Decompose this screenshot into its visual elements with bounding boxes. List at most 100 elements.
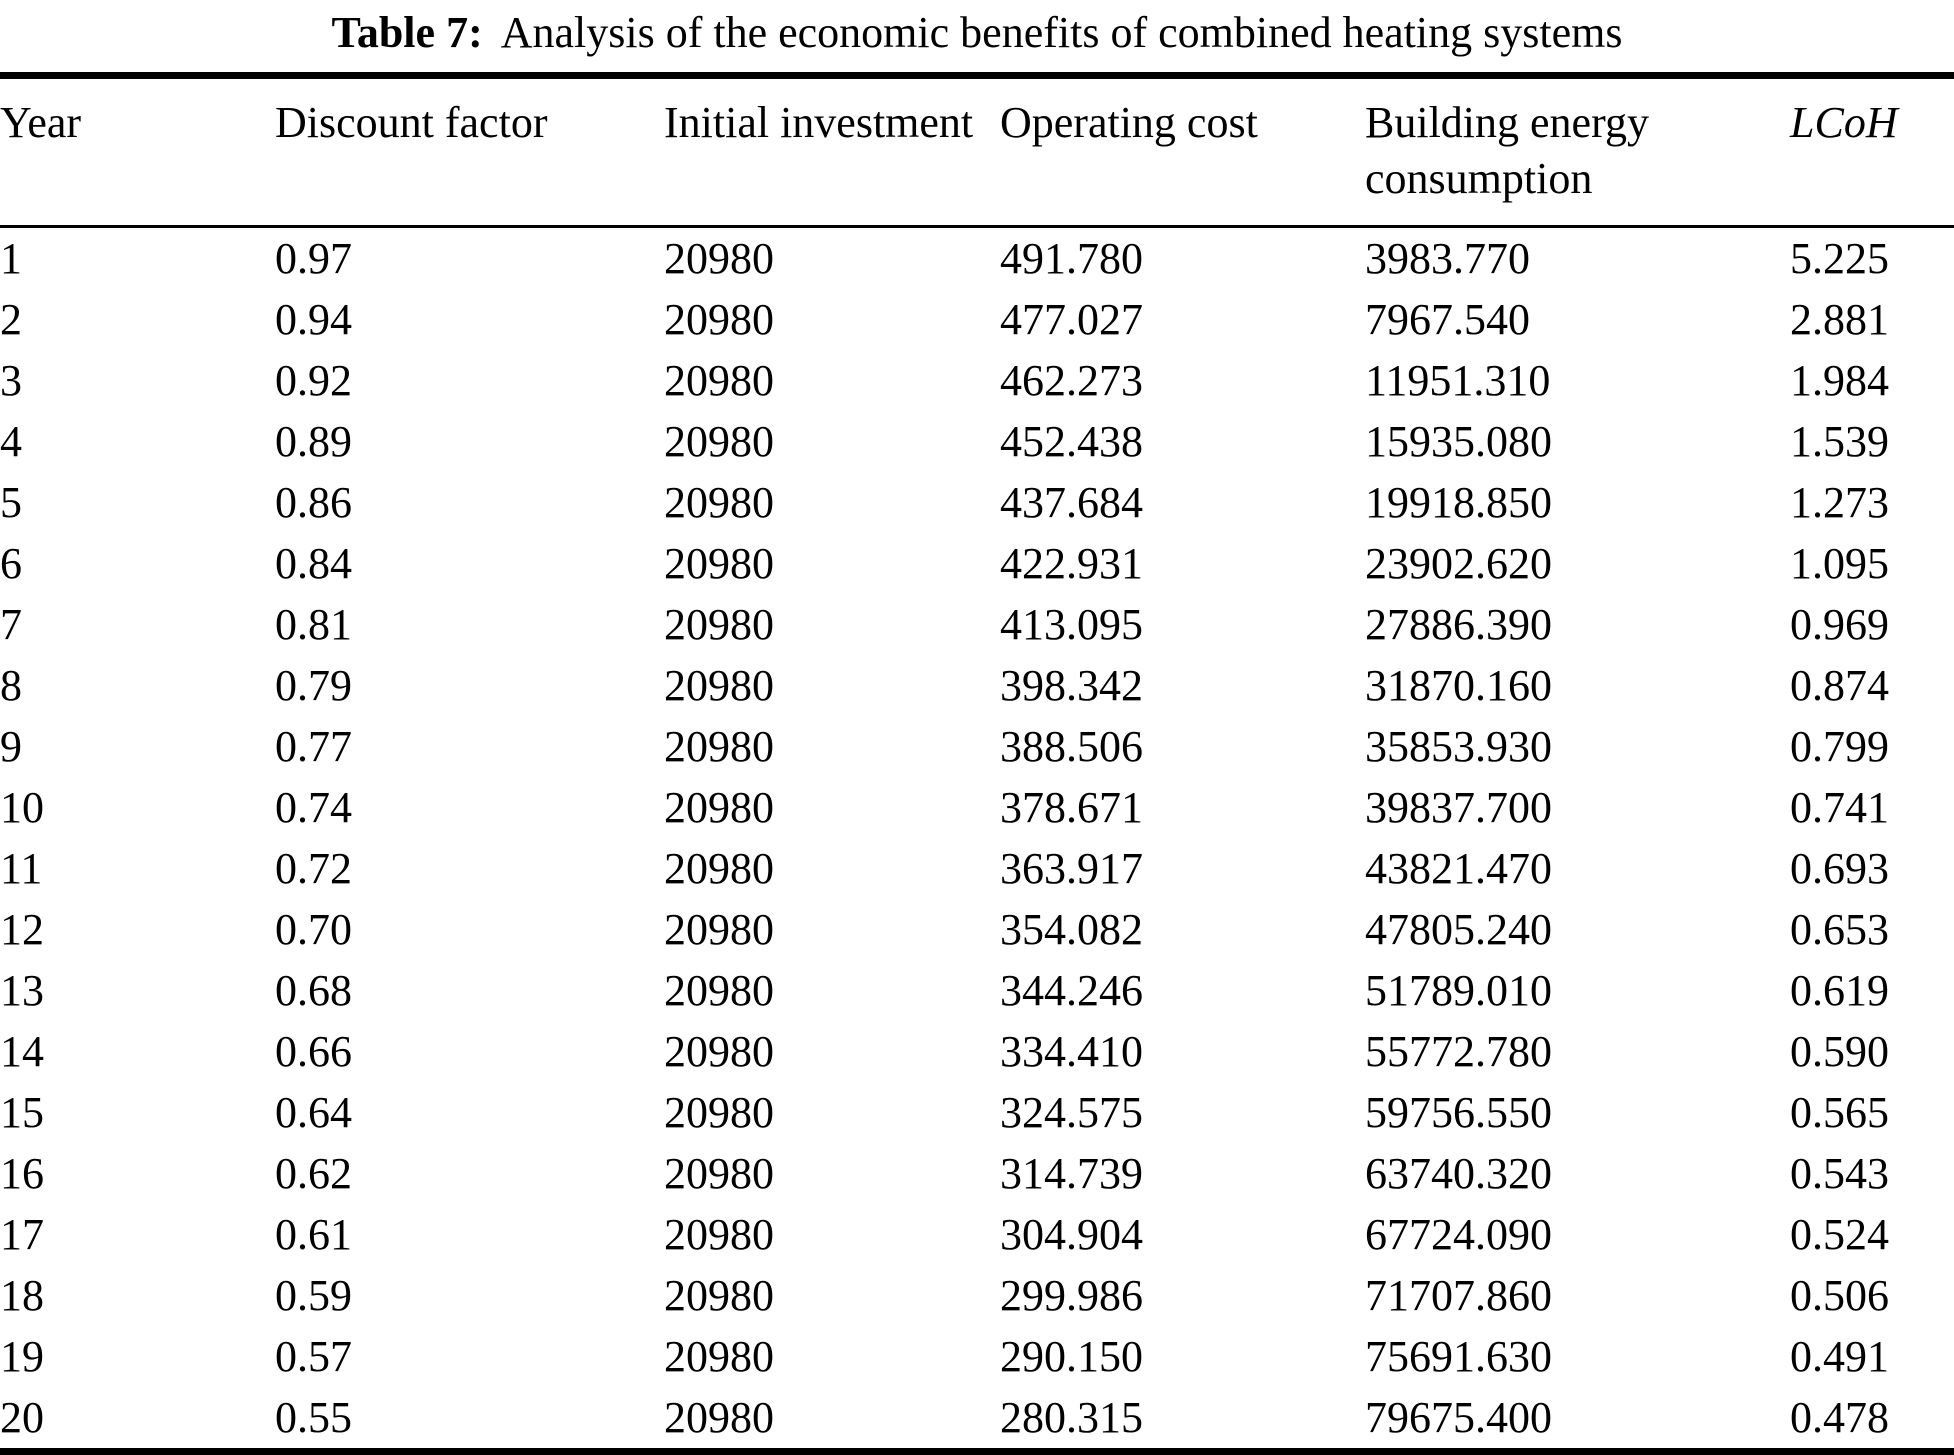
cell-operating-cost: 491.780 [1000,234,1143,283]
cell-building-energy-consumption: 27886.390 [1365,600,1552,649]
cell-initial-investment: 20980 [664,234,774,283]
cell-initial-investment: 20980 [664,1027,774,1076]
cell-initial-investment: 20980 [664,1271,774,1320]
cell-discount-factor: 0.64 [275,1088,352,1137]
cell-lcoh: 0.491 [1790,1332,1889,1381]
cell-discount-factor: 0.68 [275,966,352,1015]
cell-discount-factor: 0.66 [275,1027,352,1076]
cell-building-energy-consumption: 51789.010 [1365,966,1552,1015]
cell-operating-cost: 398.342 [1000,661,1143,710]
cell-initial-investment: 20980 [664,1088,774,1137]
table-row: 10 0.74 20980 378.671 39837.700 0.741 [0,777,1954,838]
table-row: 7 0.81 20980 413.095 27886.390 0.969 [0,594,1954,655]
cell-initial-investment: 20980 [664,1332,774,1381]
cell-initial-investment: 20980 [664,844,774,893]
column-header-year: Year [0,75,275,228]
cell-discount-factor: 0.72 [275,844,352,893]
cell-initial-investment: 20980 [664,295,774,344]
table-header: Year Discount factor Initial investment … [0,75,1954,228]
cell-year: 20 [0,1393,44,1442]
cell-operating-cost: 280.315 [1000,1393,1143,1442]
cell-initial-investment: 20980 [664,966,774,1015]
table-header-row: Year Discount factor Initial investment … [0,75,1954,228]
cell-year: 14 [0,1027,44,1076]
cell-initial-investment: 20980 [664,1149,774,1198]
cell-lcoh: 0.524 [1790,1210,1889,1259]
cell-year: 7 [0,600,22,649]
cell-discount-factor: 0.62 [275,1149,352,1198]
cell-year: 9 [0,722,22,771]
table-row: 4 0.89 20980 452.438 15935.080 1.539 [0,411,1954,472]
table-row: 2 0.94 20980 477.027 7967.540 2.881 [0,289,1954,350]
cell-operating-cost: 413.095 [1000,600,1143,649]
cell-operating-cost: 462.273 [1000,356,1143,405]
cell-discount-factor: 0.77 [275,722,352,771]
cell-building-energy-consumption: 59756.550 [1365,1088,1552,1137]
cell-year: 19 [0,1332,44,1381]
cell-lcoh: 0.506 [1790,1271,1889,1320]
cell-discount-factor: 0.59 [275,1271,352,1320]
cell-lcoh: 0.478 [1790,1393,1889,1442]
cell-year: 13 [0,966,44,1015]
cell-lcoh: 1.273 [1790,478,1889,527]
column-header-discount-factor: Discount factor [275,75,664,228]
cell-operating-cost: 422.931 [1000,539,1143,588]
cell-building-energy-consumption: 35853.930 [1365,722,1552,771]
cell-initial-investment: 20980 [664,1210,774,1259]
cell-year: 17 [0,1210,44,1259]
cell-initial-investment: 20980 [664,356,774,405]
cell-initial-investment: 20980 [664,783,774,832]
cell-initial-investment: 20980 [664,1393,774,1442]
table-row: 20 0.55 20980 280.315 79675.400 0.478 [0,1387,1954,1452]
table-caption-label: Table 7: [331,8,483,57]
cell-lcoh: 0.693 [1790,844,1889,893]
table-row: 16 0.62 20980 314.739 63740.320 0.543 [0,1143,1954,1204]
cell-year: 2 [0,295,22,344]
cell-year: 16 [0,1149,44,1198]
cell-lcoh: 1.095 [1790,539,1889,588]
cell-year: 6 [0,539,22,588]
cell-lcoh: 0.565 [1790,1088,1889,1137]
table-row: 1 0.97 20980 491.780 3983.770 5.225 [0,227,1954,290]
cell-discount-factor: 0.86 [275,478,352,527]
cell-lcoh: 0.653 [1790,905,1889,954]
cell-discount-factor: 0.70 [275,905,352,954]
column-header-building-energy-consumption: Building energy consumption [1365,75,1790,228]
cell-operating-cost: 477.027 [1000,295,1143,344]
cell-building-energy-consumption: 71707.860 [1365,1271,1552,1320]
table-row: 5 0.86 20980 437.684 19918.850 1.273 [0,472,1954,533]
cell-building-energy-consumption: 79675.400 [1365,1393,1552,1442]
cell-lcoh: 1.984 [1790,356,1889,405]
table-body: 1 0.97 20980 491.780 3983.770 5.225 2 0.94 20980… [0,227,1954,1452]
table-row: 6 0.84 20980 422.931 23902.620 1.095 [0,533,1954,594]
cell-discount-factor: 0.81 [275,600,352,649]
cell-discount-factor: 0.61 [275,1210,352,1259]
cell-operating-cost: 299.986 [1000,1271,1143,1320]
cell-lcoh: 0.590 [1790,1027,1889,1076]
cell-operating-cost: 363.917 [1000,844,1143,893]
cell-lcoh: 0.969 [1790,600,1889,649]
cell-building-energy-consumption: 11951.310 [1365,356,1551,405]
column-header-initial-investment: Initial investment [664,75,1000,228]
cell-lcoh: 0.543 [1790,1149,1889,1198]
cell-year: 18 [0,1271,44,1320]
column-header-lcoh: LCoH [1790,75,1954,228]
table-row: 3 0.92 20980 462.273 11951.310 1.984 [0,350,1954,411]
cell-operating-cost: 354.082 [1000,905,1143,954]
cell-discount-factor: 0.74 [275,783,352,832]
table-row: 19 0.57 20980 290.150 75691.630 0.491 [0,1326,1954,1387]
table-row: 14 0.66 20980 334.410 55772.780 0.590 [0,1021,1954,1082]
cell-initial-investment: 20980 [664,905,774,954]
cell-initial-investment: 20980 [664,722,774,771]
cell-discount-factor: 0.97 [275,234,352,283]
table-row: 9 0.77 20980 388.506 35853.930 0.799 [0,716,1954,777]
cell-building-energy-consumption: 67724.090 [1365,1210,1552,1259]
column-header-operating-cost: Operating cost [1000,75,1365,228]
cell-building-energy-consumption: 31870.160 [1365,661,1552,710]
cell-lcoh: 0.874 [1790,661,1889,710]
cell-building-energy-consumption: 39837.700 [1365,783,1552,832]
cell-operating-cost: 452.438 [1000,417,1143,466]
cell-year: 10 [0,783,44,832]
cell-building-energy-consumption: 7967.540 [1365,295,1530,344]
table-row: 11 0.72 20980 363.917 43821.470 0.693 [0,838,1954,899]
